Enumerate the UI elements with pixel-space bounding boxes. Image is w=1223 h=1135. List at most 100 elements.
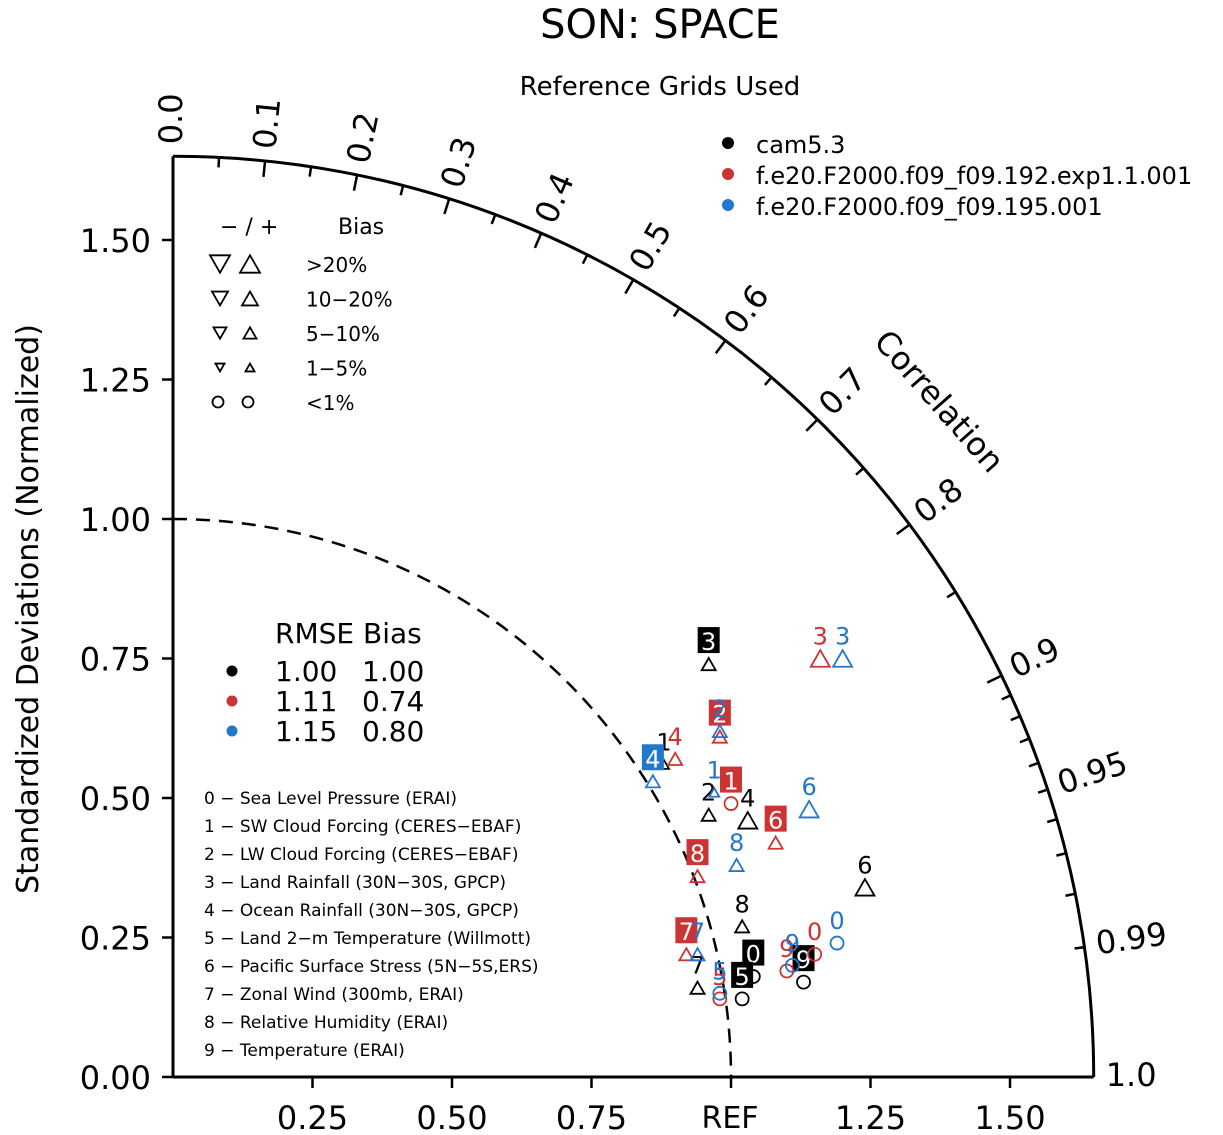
y-tick-label: 1.00 [80,501,151,539]
bias-legend-up-triangle [241,325,259,340]
variable-legend-item: 6 − Pacific Surface Stress (5N−5S,ERS) [204,957,539,977]
summary-dot [226,665,238,677]
data-point-marker [711,723,729,739]
variable-legend-item: 4 − Ocean Rainfall (30N−30S, GPCP) [204,901,519,921]
correlation-tick-mark [262,160,267,177]
data-point-marker [829,935,845,951]
data-point-marker [728,857,746,872]
summary-bias: 0.74 [362,685,424,718]
data-point-label: 3 [813,623,828,651]
data-point-label: 9 [779,935,794,963]
bias-legend-circle [241,395,255,409]
correlation-axis-label: Correlation [867,322,1012,479]
data-point-label-box [697,627,720,654]
correlation-tick-mark [986,674,1003,684]
correlation-tick-mark [1065,892,1076,897]
correlation-tick-mark [1056,851,1067,857]
correlation-tick-mark [443,198,451,215]
data-point-label: 6 [801,773,816,801]
correlation-tick-label: 0.1 [245,96,288,150]
data-point-label: 7 [690,918,705,946]
variable-legend-item: 5 − Land 2−m Temperature (Willmott) [204,929,531,949]
data-point-label-box [720,766,742,793]
variable-legend-item: 1 − SW Cloud Forcing (CERES−EBAF) [204,817,521,837]
data-point-label: 8 [735,890,750,918]
correlation-tick-mark [490,214,497,225]
chart-title: SON: SPACE [540,2,780,48]
data-point-label: 5 [712,957,727,985]
data-point-marker [707,786,721,798]
chart-subtitle: Reference Grids Used [520,72,801,102]
model-legend-label: f.e20.F2000.f09_f09.192.exp1.1.001 [756,162,1192,190]
y-tick-label: 0.50 [80,780,151,818]
summary-rmse: 1.00 [275,655,337,688]
data-point-label: 5 [712,963,727,991]
data-point-label-box [742,939,765,966]
x-tick-label: 1.25 [835,1099,906,1135]
correlation-tick-mark [805,418,819,432]
bias-legend-down-triangle [211,326,229,341]
variable-legend-item: 8 − Relative Humidity (ERAI) [204,1013,448,1033]
data-point-label: 4 [645,745,660,773]
data-point-label: 6 [768,807,783,835]
y-tick-label: 1.25 [80,362,151,400]
data-point-label: 9 [785,929,800,957]
data-point-label: 9 [796,946,811,974]
correlation-tick-mark [352,174,359,191]
data-point-label: 7 [679,918,694,946]
correlation-tick-label: 0.8 [907,470,971,531]
y-tick-label: 0.25 [80,920,151,958]
y-tick-label: 0.00 [80,1059,151,1097]
correlation-tick-mark [1010,715,1021,722]
data-point-marker [734,991,750,1007]
data-point-marker [700,656,718,672]
x-tick-label: 1.50 [974,1099,1045,1135]
data-point-label: 2 [712,695,727,723]
bias-legend-down-triangle [213,362,227,374]
data-point-marker [767,834,785,850]
data-point-label-box [708,699,731,726]
correlation-tick-label: 0.9 [1003,629,1065,685]
data-point-marker [666,751,684,766]
reference-arc [172,517,733,1078]
data-point-label: 2 [712,701,727,729]
data-point-label: 2 [701,779,716,807]
correlation-tick-mark [533,232,543,249]
correlation-tick-mark [1074,945,1085,950]
data-point-label: 1 [707,756,722,784]
data-point-label-box [764,805,787,832]
data-point-label: 3 [835,623,850,651]
model-legend-label: cam5.3 [756,131,845,159]
data-point-label: 6 [857,851,872,879]
data-point-label-box [731,961,754,988]
data-point-marker [736,810,759,830]
y-tick-label: 0.75 [80,641,151,679]
x-tick-label: 0.50 [416,1099,487,1135]
bias-legend-up-triangle [243,361,257,373]
correlation-tick-mark [946,590,957,599]
data-point-marker [688,979,707,995]
variable-legend-item: 7 − Zonal Wind (300mb, ERAI) [204,985,464,1005]
correlation-tick-mark [714,339,727,354]
bias-legend-up-triangle [240,289,260,307]
data-point-marker [712,991,728,1007]
correlation-tick-label: 0.4 [527,167,582,229]
data-point-marker [688,868,707,884]
correlation-tick-label: 0.99 [1093,915,1169,963]
correlation-arc [172,154,1096,1078]
data-point-label: 0 [746,941,761,969]
summary-dot [226,725,238,737]
data-point-label-box [641,744,664,771]
data-point-label: 5 [735,963,750,991]
variable-legend-item: 9 − Temperature (ERAI) [204,1041,405,1061]
summary-header: RMSE Bias [275,617,422,650]
correlation-tick-mark [624,279,635,295]
correlation-tick-label: 0.95 [1053,744,1133,802]
summary-bias: 0.80 [362,715,424,748]
correlation-tick-mark [896,523,911,536]
correlation-tick-mark [764,376,773,386]
bias-legend-sign: − / + [220,215,278,240]
y-axis-label: Standardized Deviations (Normalized) [11,324,46,894]
